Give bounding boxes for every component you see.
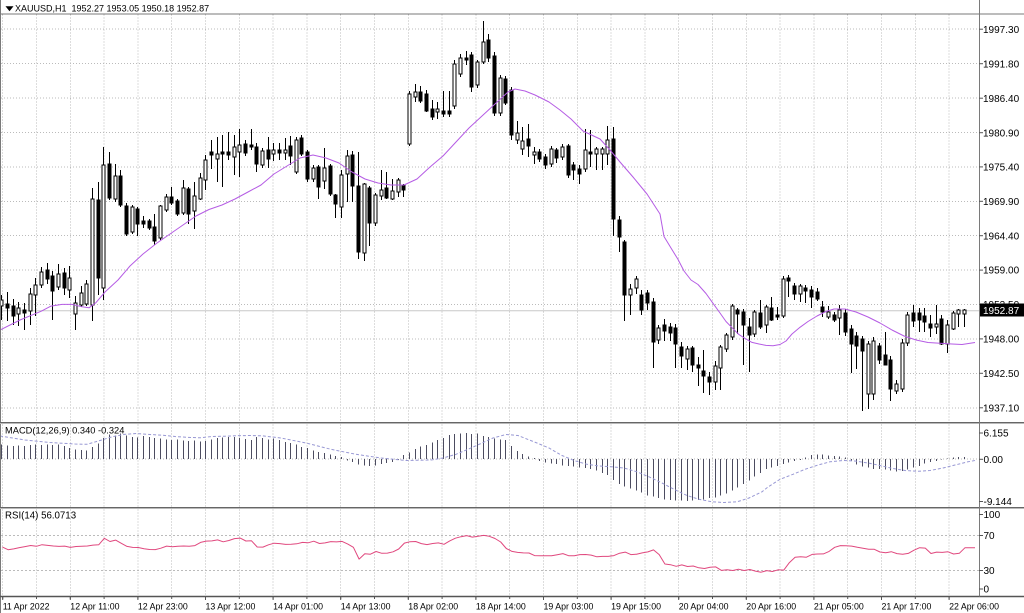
svg-text:MACD(12,26,9) 0.340 -0.324: MACD(12,26,9) 0.340 -0.324 xyxy=(5,426,124,436)
svg-text:1964.40: 1964.40 xyxy=(983,231,1020,242)
svg-text:18 Apr 02:00: 18 Apr 02:00 xyxy=(408,602,458,612)
svg-text:13 Apr 12:00: 13 Apr 12:00 xyxy=(206,602,256,612)
svg-text:RSI(14) 56.0713: RSI(14) 56.0713 xyxy=(5,511,76,522)
svg-text:1948.00: 1948.00 xyxy=(983,335,1020,346)
svg-text:1986.40: 1986.40 xyxy=(983,94,1020,105)
svg-text:12 Apr 11:00: 12 Apr 11:00 xyxy=(70,602,119,612)
svg-text:1997.30: 1997.30 xyxy=(983,25,1020,36)
svg-text:0: 0 xyxy=(984,585,990,596)
svg-text:18 Apr 14:00: 18 Apr 14:00 xyxy=(476,602,526,612)
svg-text:14 Apr 01:00: 14 Apr 01:00 xyxy=(273,602,323,612)
svg-text:-9.144: -9.144 xyxy=(984,497,1013,508)
svg-text:100: 100 xyxy=(984,510,1001,521)
svg-text:1991.80: 1991.80 xyxy=(983,59,1020,70)
svg-text:1980.90: 1980.90 xyxy=(983,128,1020,139)
svg-text:1942.50: 1942.50 xyxy=(983,369,1020,380)
svg-text:1952.87: 1952.87 xyxy=(983,306,1020,317)
svg-text:12 Apr 23:00: 12 Apr 23:00 xyxy=(138,602,188,612)
svg-text:20 Apr 16:00: 20 Apr 16:00 xyxy=(746,602,796,612)
svg-text:1937.10: 1937.10 xyxy=(983,403,1020,414)
svg-text:1975.40: 1975.40 xyxy=(983,163,1020,174)
svg-text:11 Apr 2022: 11 Apr 2022 xyxy=(3,602,50,612)
svg-text:14 Apr 13:00: 14 Apr 13:00 xyxy=(341,602,391,612)
svg-text:70: 70 xyxy=(984,531,996,542)
svg-text:20 Apr 04:00: 20 Apr 04:00 xyxy=(679,602,729,612)
svg-text:XAUUSD,H1 1952.27 1953.05 195: XAUUSD,H1 1952.27 1953.05 1950.18 1952.8… xyxy=(15,4,209,14)
svg-text:1969.90: 1969.90 xyxy=(983,197,1020,208)
svg-text:22 Apr 06:00: 22 Apr 06:00 xyxy=(949,602,999,612)
svg-text:6.155: 6.155 xyxy=(984,429,1009,440)
svg-text:19 Apr 15:00: 19 Apr 15:00 xyxy=(611,602,661,612)
svg-text:30: 30 xyxy=(984,566,996,577)
svg-text:21 Apr 05:00: 21 Apr 05:00 xyxy=(814,602,864,612)
svg-text:19 Apr 03:00: 19 Apr 03:00 xyxy=(544,602,594,612)
svg-text:0.00: 0.00 xyxy=(984,455,1004,466)
svg-text:1959.00: 1959.00 xyxy=(983,266,1020,277)
svg-text:21 Apr 17:00: 21 Apr 17:00 xyxy=(882,602,932,612)
